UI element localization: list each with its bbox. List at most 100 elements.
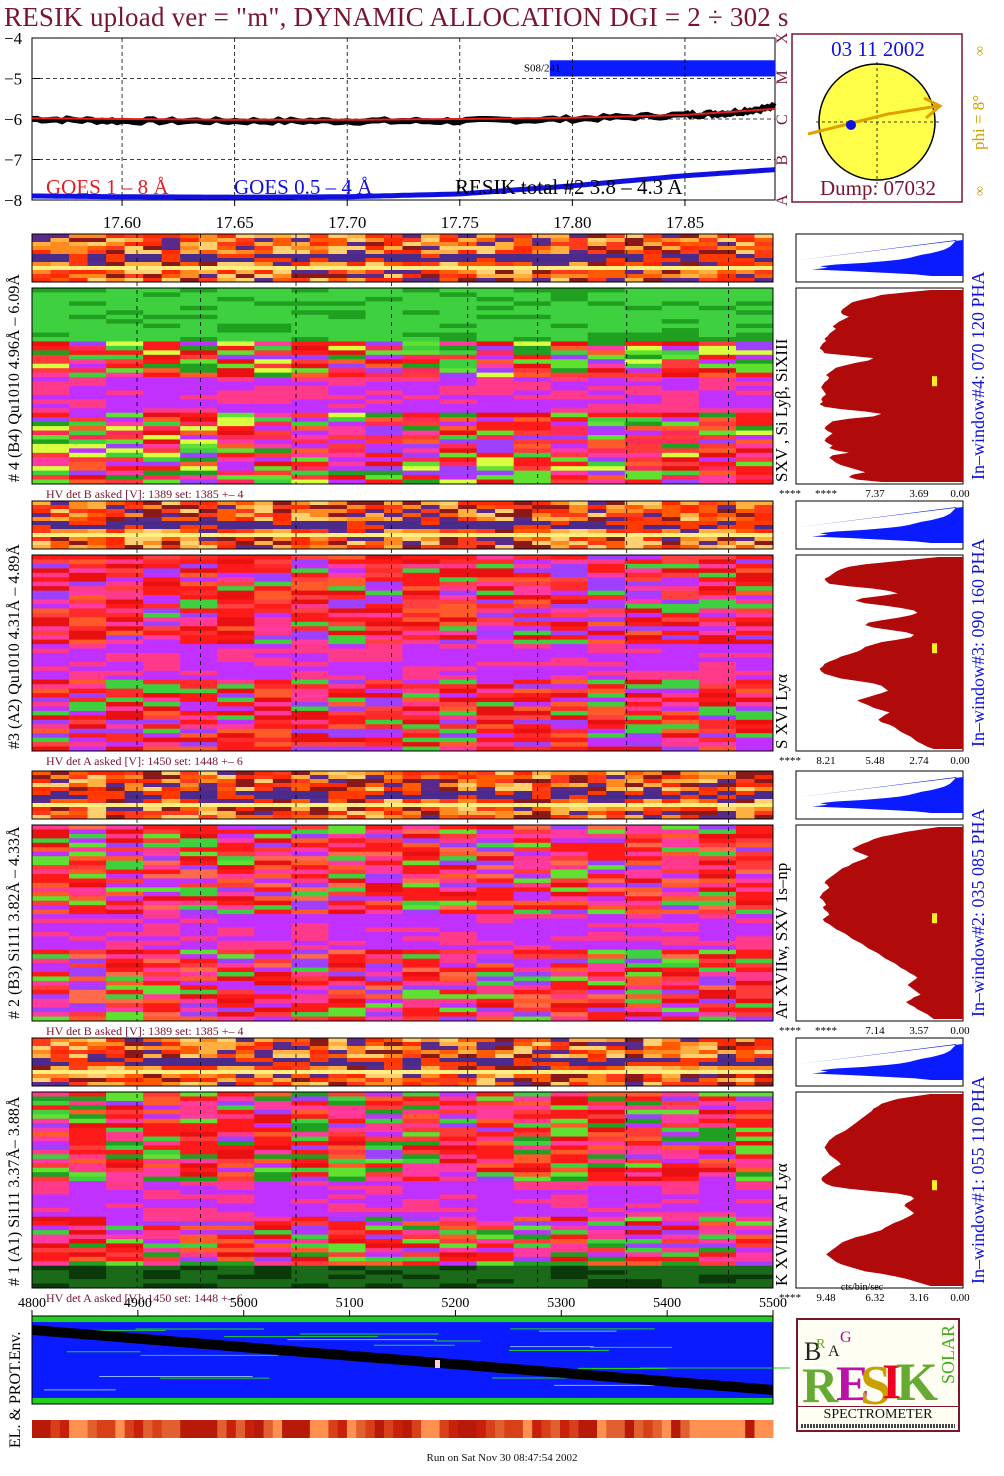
spectrogram-cell <box>254 688 292 694</box>
spectrogram-strip-cell <box>69 1046 89 1051</box>
spectrogram-cell <box>550 1012 589 1018</box>
spectrogram-strip-cell <box>328 815 348 820</box>
spectrogram-cell <box>698 688 737 694</box>
spectrogram-cell <box>291 657 329 663</box>
spectrogram-cell <box>291 998 329 1004</box>
spectrogram-cell <box>143 896 181 902</box>
spectrogram-cell <box>328 887 366 893</box>
spectrogram-cell <box>513 702 552 707</box>
spectrogram-strip-cell <box>550 811 570 816</box>
spectrogram-cell <box>698 417 737 423</box>
spectrogram-strip-cell <box>698 815 718 820</box>
spectrogram-cell <box>291 666 329 672</box>
spectrogram-cell <box>513 1105 552 1111</box>
spectrogram-strip-cell <box>365 274 385 279</box>
spectrogram-cell <box>291 1100 329 1106</box>
spectrogram-cell <box>328 604 366 609</box>
spectrogram-cell <box>587 595 626 601</box>
spectrogram-cell <box>180 590 218 596</box>
spectrogram-cell <box>587 869 626 875</box>
spectrogram-strip-cell <box>550 1066 570 1071</box>
spectrogram-cell <box>661 568 700 574</box>
spectrogram-cell <box>180 710 218 716</box>
spectrogram-strip-cell <box>198 1038 218 1043</box>
spectrogram-strip-cell <box>180 811 200 816</box>
spectrogram-cell <box>513 390 552 396</box>
spectrogram-strip-cell <box>124 775 144 780</box>
spectrogram-cell <box>365 608 403 614</box>
spectrogram-cell <box>143 900 181 906</box>
spectrogram-strip-cell <box>254 509 274 514</box>
spectrogram-strip-cell <box>143 1046 163 1051</box>
spectrogram-cell <box>513 399 552 405</box>
spectrogram-strip-cell <box>383 258 403 263</box>
spectrogram-cell <box>550 626 589 632</box>
spectrogram-cell <box>624 292 663 298</box>
spectrogram-cell <box>698 865 737 871</box>
spectrogram-cell <box>402 363 441 369</box>
spectrogram-cell <box>180 461 218 467</box>
spectrogram-cell <box>291 377 329 383</box>
spectrogram-cell <box>550 305 589 311</box>
spectrogram-strip-cell <box>198 541 218 546</box>
spectrogram-strip-cell <box>106 1062 126 1067</box>
spectrogram-cell <box>550 457 589 463</box>
spectrogram-cell <box>365 976 403 982</box>
spectrogram-cell <box>143 332 181 338</box>
spectrogram-cell <box>402 461 441 467</box>
spectrogram-cell <box>217 1003 255 1009</box>
spectrogram-strip-cell <box>161 258 181 263</box>
spectrogram-strip-cell <box>606 525 626 530</box>
spectrogram-strip-cell <box>346 517 366 522</box>
spectrogram-cell <box>365 1007 403 1013</box>
spectrogram-strip-cell <box>87 799 107 804</box>
spectrogram-cell <box>587 390 626 396</box>
spectrogram-cell <box>328 555 366 560</box>
spectrogram-cell <box>32 359 70 365</box>
spectrogram-cell <box>217 914 255 920</box>
spectrogram-cell <box>365 896 403 902</box>
spectrogram-cell <box>698 345 737 351</box>
spectrogram-cell <box>143 412 181 418</box>
spectrogram-strip-cell <box>32 262 52 267</box>
spectrogram-strip-cell <box>754 262 774 267</box>
spectrogram-cell <box>32 958 70 964</box>
spectrogram-strip-cell <box>291 509 311 514</box>
spectrogram-cell <box>513 301 552 307</box>
spectrogram-cell <box>217 679 255 685</box>
spectrogram-cell <box>365 833 403 839</box>
spectrogram-strip-cell <box>717 787 737 792</box>
phi-label: phi = 8° <box>969 95 988 150</box>
spectrogram-strip-cell <box>661 1070 681 1075</box>
spectrogram-cell <box>661 931 700 937</box>
spectrogram-cell <box>217 693 255 699</box>
spectrogram-strip-cell <box>124 795 144 800</box>
spectrogram-cell <box>106 715 144 721</box>
spectrogram-strip-cell <box>661 775 681 780</box>
pha-axis-tick-label: 2.74 <box>909 755 929 767</box>
spectrogram-cell <box>291 368 329 374</box>
spectrogram-cell <box>143 1109 181 1115</box>
spectrogram-cell <box>439 1132 478 1138</box>
spectrogram-cell <box>550 314 589 320</box>
spectrogram-cell <box>365 626 403 632</box>
spectrogram-cell <box>180 372 218 378</box>
spectrogram-cell <box>587 702 626 707</box>
pha-window-marker <box>932 376 937 387</box>
spectrogram-cell <box>402 728 441 734</box>
spectrogram-strip-cell <box>513 234 533 239</box>
spectrogram-strip-cell <box>421 807 441 812</box>
spectrogram-cell <box>735 860 774 866</box>
spectrogram-cell <box>550 345 589 351</box>
spectrogram-cell <box>402 865 441 871</box>
spectrogram-cell <box>587 443 626 449</box>
spectrogram-strip-cell <box>532 250 552 255</box>
spectrogram-cell <box>365 301 403 307</box>
spectrogram-cell <box>106 417 144 423</box>
spectrogram-cell <box>587 719 626 725</box>
spectrogram-cell <box>550 595 589 601</box>
spectrogram-cell <box>624 363 663 369</box>
spectrogram-cell <box>143 337 181 342</box>
spectrogram-strip-cell <box>624 779 644 784</box>
